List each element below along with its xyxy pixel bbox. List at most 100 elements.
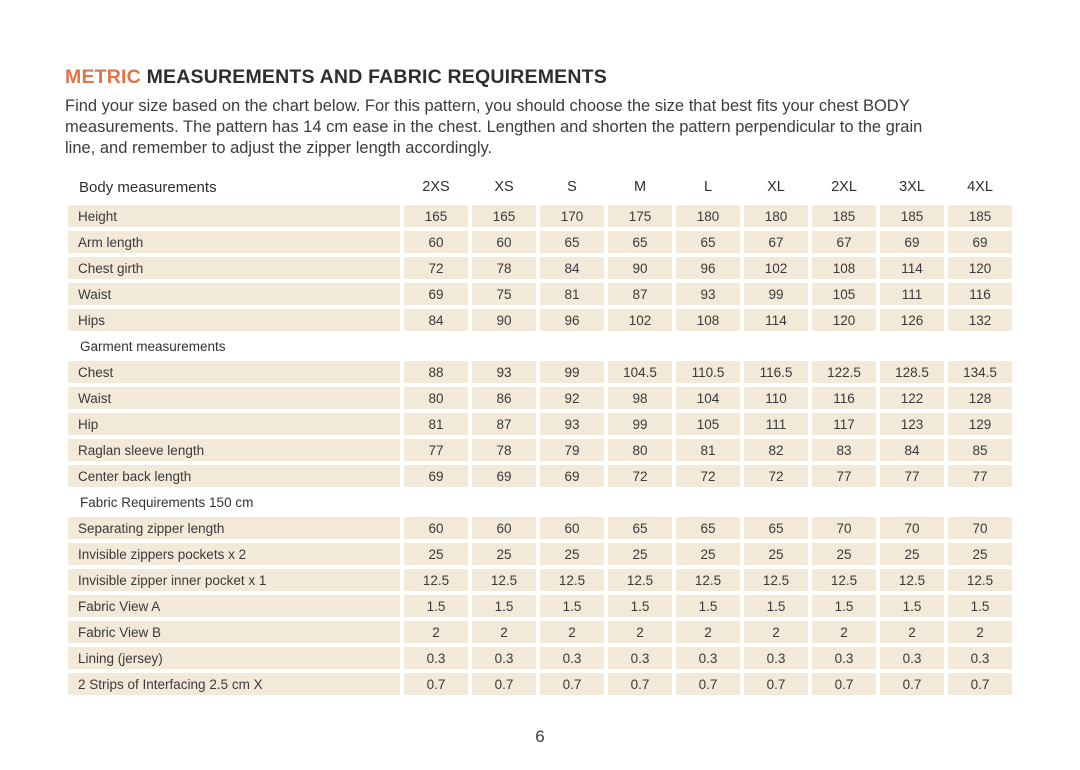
row-value-cell: 0.3 — [676, 647, 740, 669]
row-value-cell: 134.5 — [948, 361, 1012, 383]
row-value-cell: 12.5 — [948, 569, 1012, 591]
row-value-cell: 122.5 — [812, 361, 876, 383]
row-label: Waist — [68, 387, 400, 409]
table-row: Chest girth 72 78 84 90 96 102 108 114 120 — [68, 257, 1012, 279]
row-value-cell: 12.5 — [744, 569, 808, 591]
page-title: METRIC MEASUREMENTS AND FABRIC REQUIREME… — [65, 66, 1017, 89]
intro-line: measurements. The pattern has 14 cm ease… — [65, 118, 923, 136]
table-row: Center back length 69 69 69 72 72 72 77 77 77 — [68, 465, 1012, 487]
row-value-cell: 170 — [540, 205, 604, 227]
row-value-cell: 110.5 — [676, 361, 740, 383]
size-column-header: XL — [767, 179, 785, 195]
row-value-cell: 1.5 — [608, 595, 672, 617]
row-value-cell: 0.3 — [608, 647, 672, 669]
table-row: Waist 80 86 92 98 104 110 116 122 128 — [68, 387, 1012, 409]
table-row: Hip 81 87 93 99 105 111 117 123 129 — [68, 413, 1012, 435]
row-label: Chest — [68, 361, 400, 383]
row-value-cell: 77 — [812, 465, 876, 487]
row-value-cell: 75 — [472, 283, 536, 305]
row-value-cell: 0.3 — [880, 647, 944, 669]
row-value-cell: 185 — [812, 205, 876, 227]
row-label: Raglan sleeve length — [68, 439, 400, 461]
row-value-cell: 116.5 — [744, 361, 808, 383]
row-value-cell: 128.5 — [880, 361, 944, 383]
row-label: Hips — [68, 309, 400, 331]
row-value-cell: 1.5 — [812, 595, 876, 617]
row-value-cell: 165 — [472, 205, 536, 227]
row-value-cell: 67 — [812, 231, 876, 253]
row-value-cell: 25 — [404, 543, 468, 565]
size-column-header: M — [633, 179, 647, 195]
row-value-cell: 185 — [880, 205, 944, 227]
row-value-cell: 0.7 — [676, 673, 740, 695]
row-value-cell: 2 — [676, 621, 740, 643]
row-label: Separating zipper length — [68, 517, 400, 539]
row-value-cell: 70 — [812, 517, 876, 539]
row-value-cell: 114 — [744, 309, 808, 331]
size-column-header: XS — [494, 179, 514, 195]
row-value-cell: 77 — [404, 439, 468, 461]
row-value-cell: 111 — [744, 413, 808, 435]
row-value-cell: 104.5 — [608, 361, 672, 383]
row-label: Invisible zipper inner pocket x 1 — [68, 569, 400, 591]
row-value-cell: 12.5 — [608, 569, 672, 591]
row-value-cell: 99 — [744, 283, 808, 305]
row-label: Arm length — [68, 231, 400, 253]
row-value-cell: 108 — [676, 309, 740, 331]
page-number: 6 — [535, 727, 545, 746]
row-value-cell: 129 — [948, 413, 1012, 435]
row-value-cell: 12.5 — [540, 569, 604, 591]
row-value-cell: 128 — [948, 387, 1012, 409]
row-value-cell: 1.5 — [472, 595, 536, 617]
table-row: Separating zipper length 60 60 60 65 65 65 70 70… — [68, 517, 1012, 539]
row-value-cell: 2 — [880, 621, 944, 643]
row-value-cell: 72 — [676, 465, 740, 487]
row-value-cell: 2 — [948, 621, 1012, 643]
intro-line: line, and remember to adjust the zipper … — [65, 139, 493, 157]
row-value-cell: 77 — [880, 465, 944, 487]
table-section-heading: Fabric Requirements 150 cm — [80, 494, 254, 510]
row-value-cell: 72 — [744, 465, 808, 487]
row-value-cell: 111 — [880, 283, 944, 305]
row-value-cell: 86 — [472, 387, 536, 409]
table-header-row: Body measurements 2XS XS S M L XL 2XL 3XL 4XL — [68, 172, 1012, 202]
row-value-cell: 25 — [472, 543, 536, 565]
row-value-cell: 69 — [880, 231, 944, 253]
row-value-cell: 67 — [744, 231, 808, 253]
row-value-cell: 2 — [404, 621, 468, 643]
table-row: 2 Strips of Interfacing 2.5 cm X 0.7 0.7 0.… — [68, 673, 1012, 695]
row-value-cell: 0.7 — [472, 673, 536, 695]
row-value-cell: 116 — [948, 283, 1012, 305]
row-label: Fabric View B — [68, 621, 400, 643]
table-row: Lining (jersey) 0.3 0.3 0.3 0.3 0.3 0.3 0.3 0.3 0… — [68, 647, 1012, 669]
table-row: Arm length 60 60 65 65 65 67 67 69 69 — [68, 231, 1012, 253]
row-label: Chest girth — [68, 257, 400, 279]
row-value-cell: 12.5 — [404, 569, 468, 591]
page-title-highlight: METRIC — [65, 66, 141, 88]
row-value-cell: 1.5 — [744, 595, 808, 617]
size-column-header: L — [703, 179, 713, 195]
row-value-cell: 1.5 — [676, 595, 740, 617]
row-value-cell: 90 — [472, 309, 536, 331]
table-row: Waist 69 75 81 87 93 99 105 111 116 — [68, 283, 1012, 305]
table-row: Invisible zippers pockets x 2 25 25 25 25 25 2… — [68, 543, 1012, 565]
row-value-cell: 78 — [472, 439, 536, 461]
row-value-cell: 65 — [608, 517, 672, 539]
row-value-cell: 65 — [540, 231, 604, 253]
row-value-cell: 69 — [404, 283, 468, 305]
row-value-cell: 81 — [404, 413, 468, 435]
size-column-header: 3XL — [899, 179, 925, 195]
row-value-cell: 0.3 — [948, 647, 1012, 669]
row-value-cell: 90 — [608, 257, 672, 279]
row-value-cell: 12.5 — [880, 569, 944, 591]
row-value-cell: 12.5 — [812, 569, 876, 591]
row-value-cell: 105 — [812, 283, 876, 305]
row-value-cell: 99 — [608, 413, 672, 435]
row-value-cell: 80 — [608, 439, 672, 461]
row-value-cell: 1.5 — [404, 595, 468, 617]
table-row: Chest 88 93 99 104.5 110.5 116.5 122.5 128.5 134.… — [68, 361, 1012, 383]
row-label: 2 Strips of Interfacing 2.5 cm X — [68, 673, 400, 695]
row-value-cell: 81 — [540, 283, 604, 305]
row-value-cell: 25 — [676, 543, 740, 565]
